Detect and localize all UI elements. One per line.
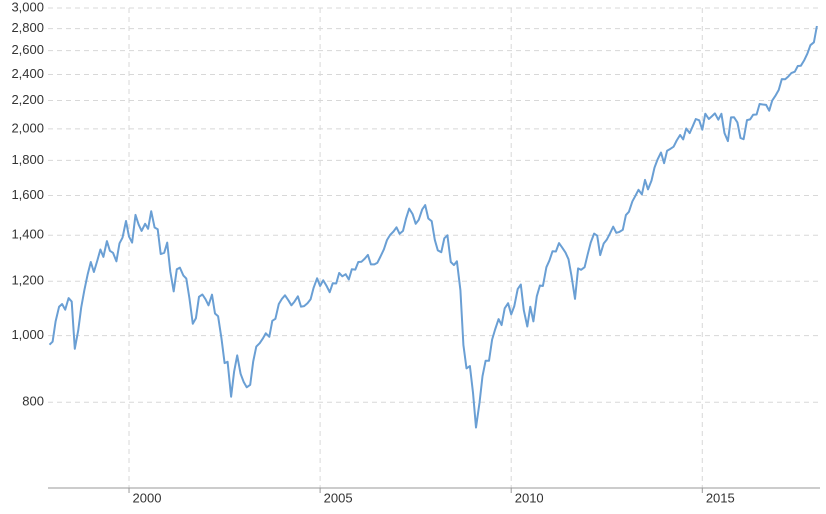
y-tick-label: 1,600 [11,187,44,202]
y-tick-label: 2,000 [11,120,44,135]
y-tick-label: 2,200 [11,92,44,107]
y-tick-label: 1,200 [11,273,44,288]
line [48,25,818,429]
y-tick-label: 1,800 [11,152,44,167]
y-tick-label: 2,800 [11,20,44,35]
y-tick-label: 3,000 [11,0,44,14]
y-tick-label: 1,000 [11,327,44,342]
y-tick-label: 2,600 [11,42,44,57]
x-tick-label: 2015 [706,490,735,505]
y-tick-label: 1,400 [11,227,44,242]
x-tick-label: 2010 [515,490,544,505]
x-tick-label: 2005 [324,490,353,505]
y-tick-label: 2,400 [11,66,44,81]
y-tick-label: 800 [22,394,44,409]
x-tick-label: 2000 [133,490,162,505]
